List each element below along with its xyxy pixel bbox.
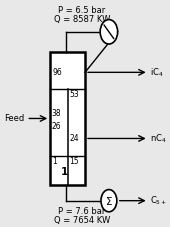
- Text: 96: 96: [52, 68, 62, 77]
- Circle shape: [100, 20, 118, 44]
- Text: Feed: Feed: [4, 114, 25, 123]
- Text: Q = 8587 KW: Q = 8587 KW: [54, 15, 110, 24]
- Text: P = 7.6 bar: P = 7.6 bar: [58, 207, 106, 216]
- Text: 53: 53: [70, 90, 79, 99]
- Circle shape: [101, 190, 117, 212]
- Text: 38: 38: [52, 109, 61, 118]
- Text: 15: 15: [70, 157, 79, 166]
- Text: Q = 7654 KW: Q = 7654 KW: [54, 216, 110, 225]
- Text: C$_{5+}$: C$_{5+}$: [150, 195, 167, 207]
- Text: 24: 24: [70, 134, 79, 143]
- Text: $\Sigma$: $\Sigma$: [105, 195, 113, 207]
- Text: iC$_4$: iC$_4$: [150, 66, 164, 79]
- Text: 26: 26: [52, 122, 61, 131]
- Bar: [50, 52, 85, 185]
- Text: P = 6.5 bar: P = 6.5 bar: [58, 6, 106, 15]
- Text: nC$_4$: nC$_4$: [150, 132, 167, 145]
- Text: 1: 1: [52, 157, 56, 166]
- Text: 1: 1: [61, 167, 68, 177]
